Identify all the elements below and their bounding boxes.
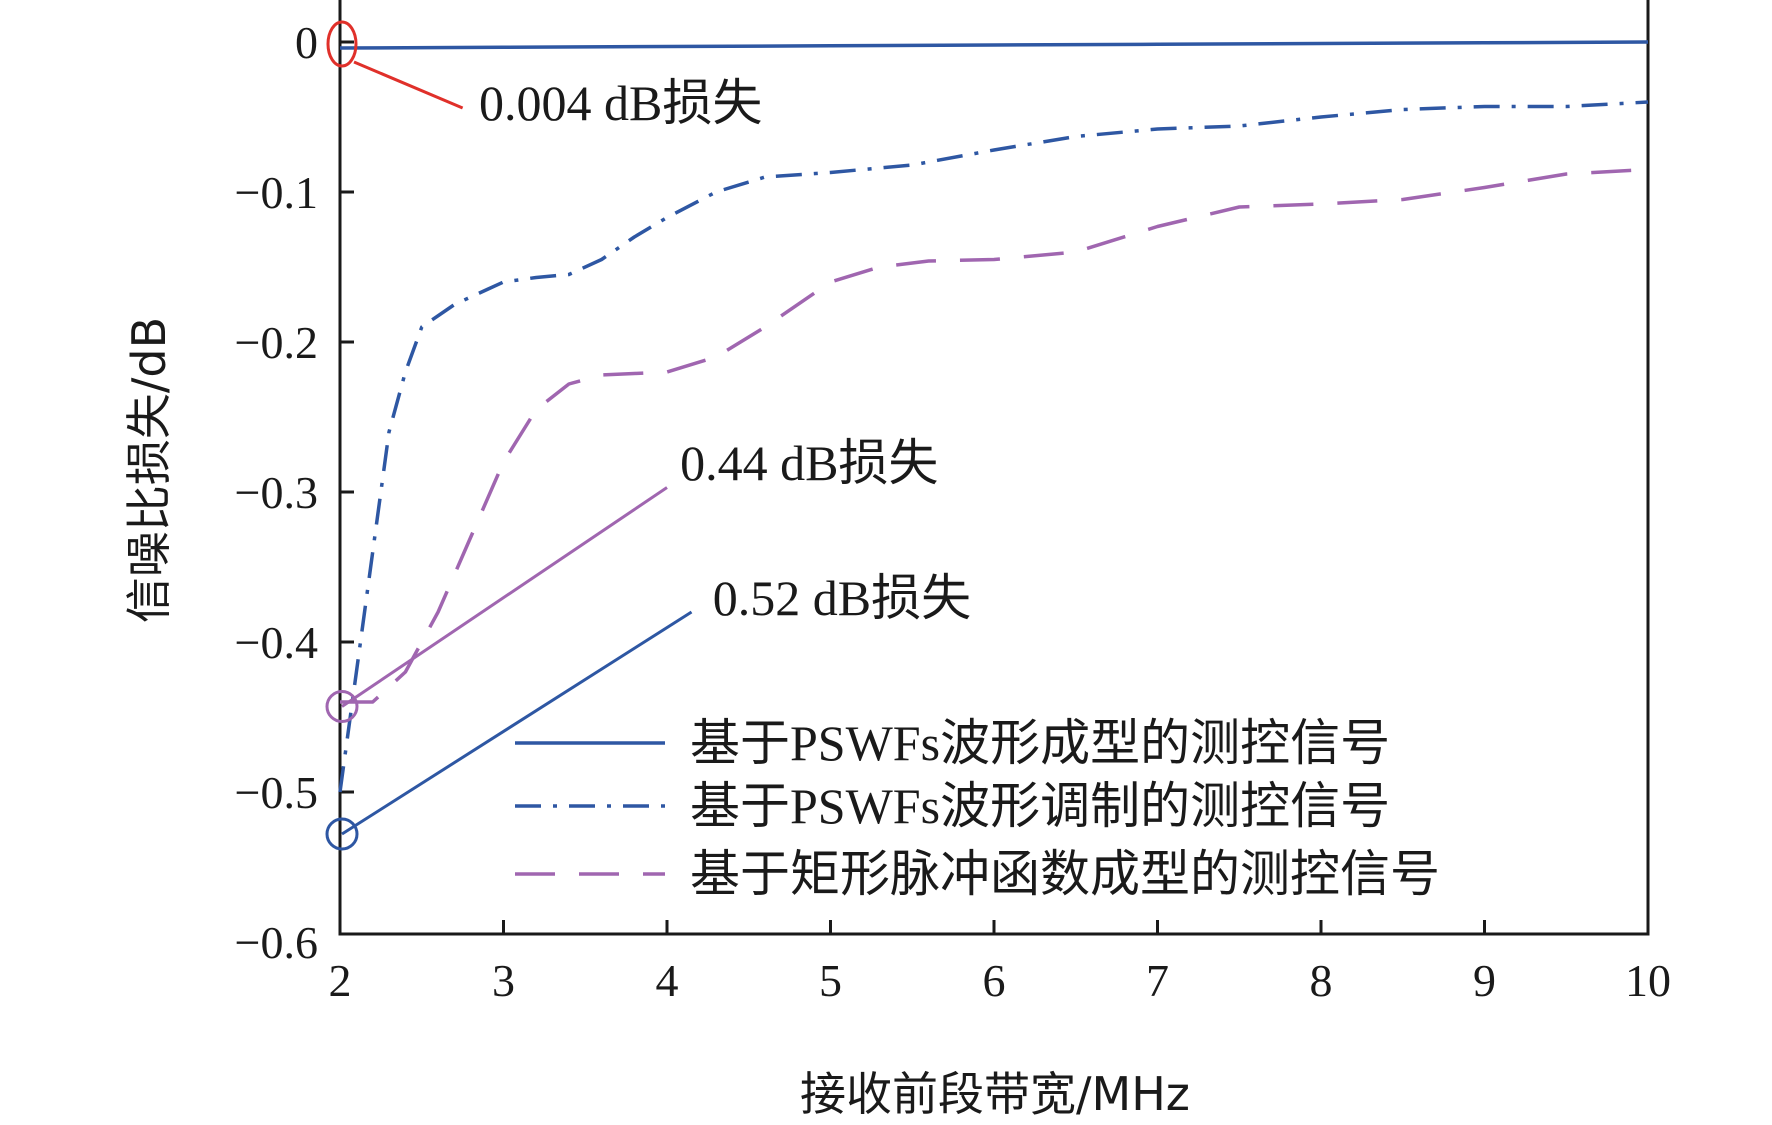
- y-tick-label: −0.3: [235, 467, 318, 518]
- annotation-leader-3: [341, 610, 693, 836]
- y-tick-label: −0.2: [235, 317, 318, 368]
- y-axis-title: 信噪比损失/dB: [122, 317, 176, 623]
- legend-label-2: 基于PSWFs波形调制的测控信号: [690, 778, 1390, 834]
- x-tick-label: 7: [1146, 955, 1169, 1006]
- legend-label-3: 基于矩形脉冲函数成型的测控信号: [690, 846, 1440, 902]
- x-tick-label: 5: [819, 955, 842, 1006]
- x-tick-label: 9: [1473, 955, 1496, 1006]
- annotation-label-1: 0.004 dB损失: [479, 75, 762, 131]
- annotation-marker-3: [325, 817, 359, 851]
- x-tick-label: 4: [656, 955, 679, 1006]
- series-line-3: [340, 167, 1649, 704]
- x-tick-label: 6: [983, 955, 1006, 1006]
- y-tick-label: −0.4: [235, 617, 318, 668]
- annotation-marker-1: [326, 20, 358, 68]
- x-tick-label: 3: [492, 955, 515, 1006]
- x-tick-label: 10: [1625, 955, 1671, 1006]
- y-tick-label: 0: [295, 17, 318, 68]
- series-line-2: [338, 100, 1649, 793]
- y-tick-label: −0.1: [235, 167, 318, 218]
- x-tick-label: 2: [329, 955, 352, 1006]
- annotation-label-3: 0.52 dB损失: [713, 570, 971, 626]
- y-tick-label: −0.6: [235, 917, 318, 968]
- series-line-1: [339, 40, 1649, 50]
- annotation-label-2: 0.44 dB损失: [680, 435, 938, 491]
- annotation-leader-2: [341, 486, 668, 708]
- legend-label-1: 基于PSWFs波形成型的测控信号: [690, 715, 1390, 771]
- annotation-leader-1: [353, 60, 464, 110]
- x-axis-title: 接收前段带宽/MHz: [800, 1067, 1190, 1121]
- y-tick-label: −0.5: [235, 767, 318, 818]
- annotation-marker-2: [325, 690, 359, 723]
- x-tick-label: 8: [1310, 955, 1333, 1006]
